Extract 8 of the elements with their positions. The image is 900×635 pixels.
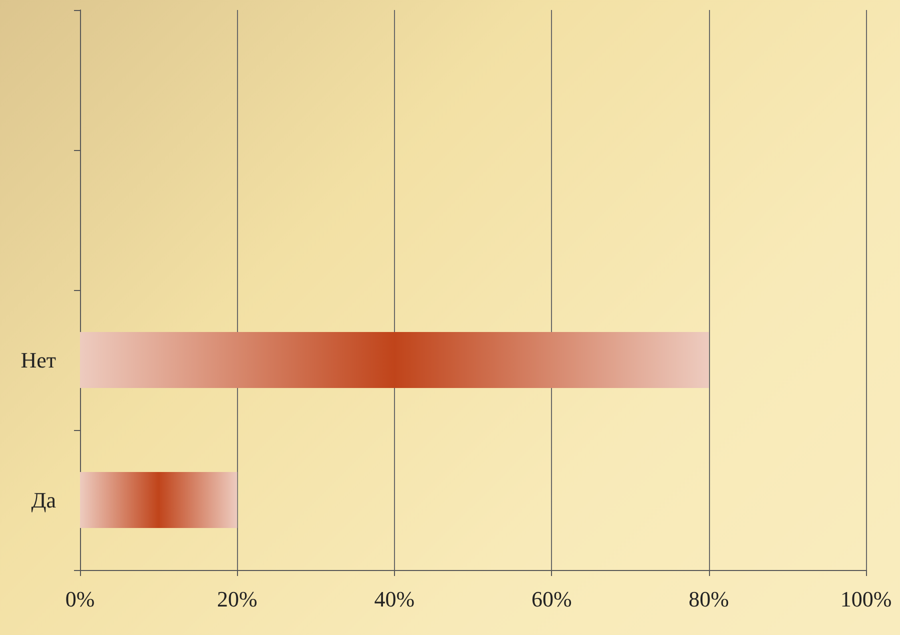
x-tick-label: 40% — [374, 586, 415, 612]
x-tick-label: 80% — [688, 586, 729, 612]
x-tick-label: 0% — [65, 586, 95, 612]
x-tick-label: 20% — [217, 586, 258, 612]
y-tick-label: Нет — [20, 348, 56, 372]
x-tick-label: 60% — [531, 586, 572, 612]
y-tick-label: Да — [31, 488, 56, 512]
x-tick-label: 100% — [840, 586, 892, 612]
